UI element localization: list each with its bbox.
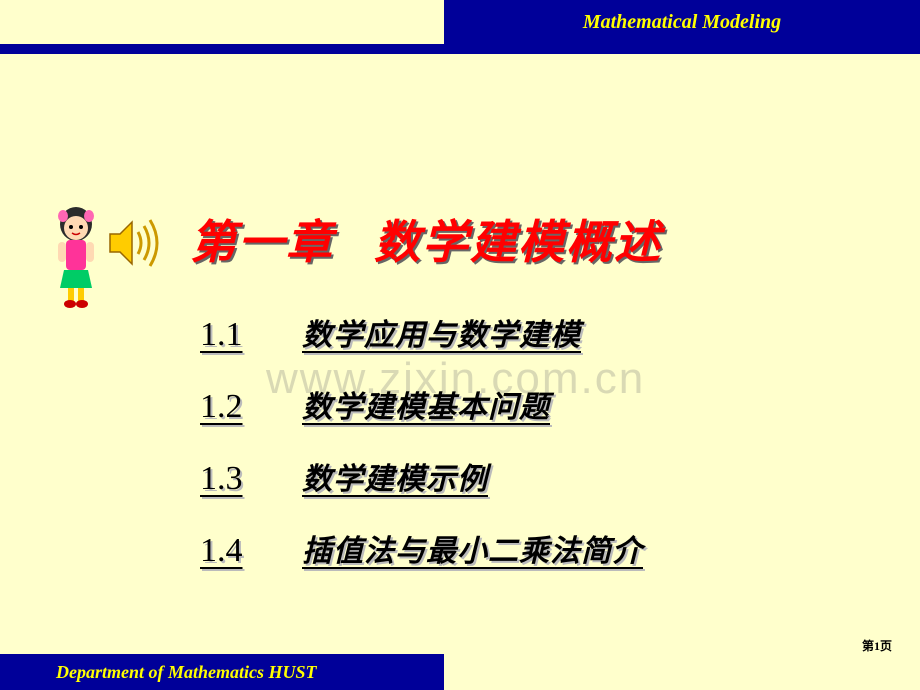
footer-bar: Department of Mathematics HUST	[0, 654, 920, 690]
content-area: 第一章 数学建模概述 www.zixin.com.cn 1.1 数学应用与数学建…	[0, 54, 920, 654]
header-bar: Mathematical Modeling	[0, 0, 920, 44]
header-title: Mathematical Modeling	[444, 0, 920, 44]
toc-item[interactable]: 1.4 插值法与最小二乘法简介	[200, 526, 643, 570]
speaker-icon[interactable]	[106, 212, 168, 274]
toc-number: 1.4	[200, 532, 278, 570]
chapter-name: 数学建模概述	[374, 206, 662, 272]
page-number: 第1页	[862, 637, 892, 654]
toc-text: 数学应用与数学建模	[302, 310, 581, 354]
toc-number: 1.2	[200, 388, 278, 426]
toc-text: 数学建模示例	[302, 454, 488, 498]
toc-number: 1.1	[200, 316, 278, 354]
toc-text: 插值法与最小二乘法简介	[302, 526, 643, 570]
toc-item[interactable]: 1.3 数学建模示例	[200, 454, 643, 498]
cartoon-girl-icon	[48, 202, 104, 308]
toc-text: 数学建模基本问题	[302, 382, 550, 426]
chapter-title-row: 第一章 数学建模概述	[190, 206, 662, 272]
header-divider	[0, 44, 920, 54]
header-left-spacer	[0, 0, 444, 44]
toc-item[interactable]: 1.2 数学建模基本问题	[200, 382, 643, 426]
footer-department: Department of Mathematics HUST	[0, 654, 444, 690]
toc-item[interactable]: 1.1 数学应用与数学建模	[200, 310, 643, 354]
toc-number: 1.3	[200, 460, 278, 498]
chapter-label: 第一章	[190, 206, 334, 272]
table-of-contents: 1.1 数学应用与数学建模 1.2 数学建模基本问题 1.3 数学建模示例 1.…	[200, 310, 643, 598]
